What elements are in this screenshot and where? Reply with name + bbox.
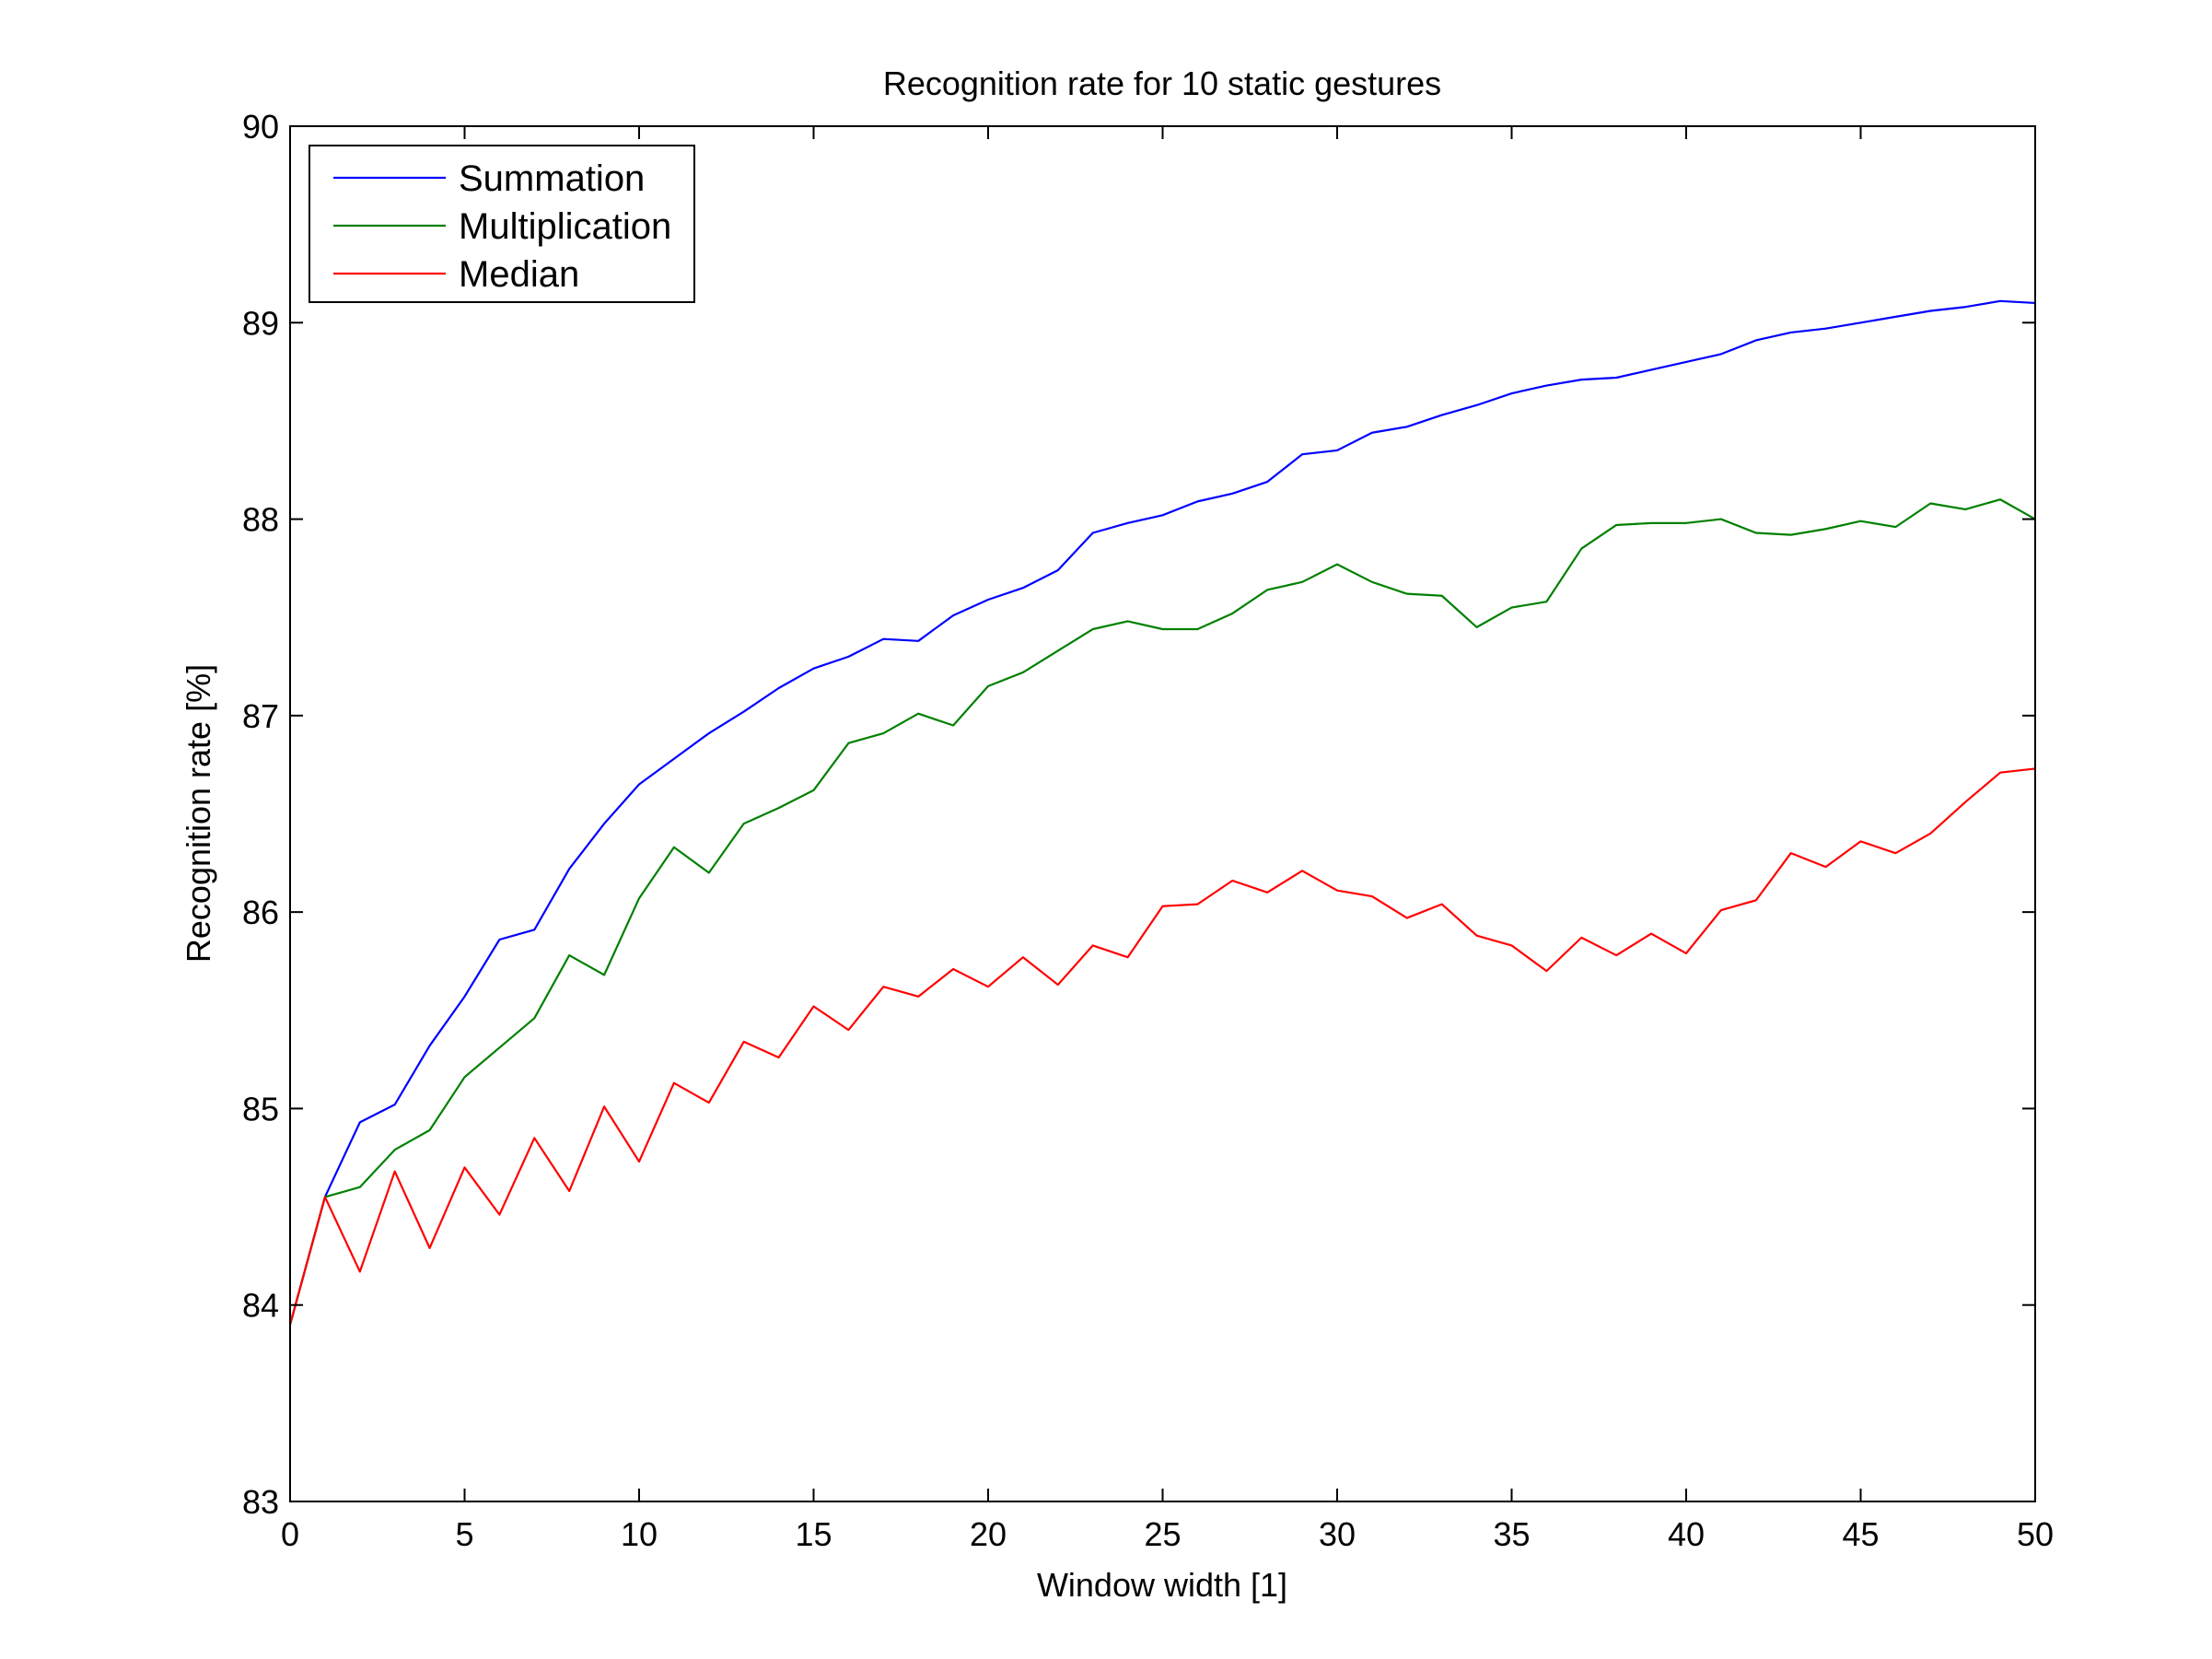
- legend-label: Multiplication: [459, 206, 671, 247]
- y-tick-label: 86: [242, 894, 279, 931]
- y-tick-label: 87: [242, 697, 279, 735]
- x-tick-label: 20: [970, 1515, 1007, 1553]
- series-line-summation: [288, 299, 2036, 1326]
- series-line-multiplication: [288, 498, 2036, 1326]
- legend-box: [309, 145, 695, 303]
- legend-items: Summation Multiplication Median: [333, 158, 671, 295]
- legend-item-median: Median: [333, 254, 579, 295]
- x-tick-label: 0: [281, 1515, 299, 1553]
- x-tick-label: 50: [2017, 1515, 2054, 1553]
- x-axis-label: Window width [1]: [1037, 1566, 1287, 1604]
- x-tick-label: 40: [1668, 1515, 1705, 1553]
- x-tick-label: 5: [455, 1515, 473, 1553]
- x-tick-label: 15: [795, 1515, 832, 1553]
- legend-item-multiplication: Multiplication: [333, 206, 671, 247]
- legend: Summation Multiplication Median: [309, 145, 695, 303]
- y-axis-label: Recognition rate [%]: [180, 664, 217, 963]
- y-tick-label: 84: [242, 1287, 279, 1325]
- series-line-median: [288, 767, 2036, 1326]
- x-tick-label: 25: [1144, 1515, 1181, 1553]
- x-tick-label: 35: [1493, 1515, 1530, 1553]
- plot-background: [290, 126, 2035, 1501]
- y-tick-label: 90: [242, 108, 279, 146]
- y-tick-label: 83: [242, 1483, 279, 1521]
- axes-box: [289, 125, 2036, 1502]
- y-tick-label: 85: [242, 1090, 279, 1127]
- y-tick-label: 88: [242, 501, 279, 539]
- plot-area: 0 5 10 15 20 25 30 35 40 45 50 83 84 85 86 87 88 89 90: [242, 108, 2054, 1553]
- x-tick-label: 30: [1319, 1515, 1356, 1553]
- y-tick-label: 89: [242, 304, 279, 342]
- x-tick-label: 45: [1842, 1515, 1879, 1553]
- series-layer: [288, 299, 2036, 1326]
- tick-layer: 0 5 10 15 20 25 30 35 40 45 50 83 84 85 86 87 88 89 90: [242, 108, 2054, 1553]
- chart-title: Recognition rate for 10 static gestures: [883, 64, 1441, 102]
- legend-item-summation: Summation: [333, 158, 645, 199]
- x-tick-label: 10: [621, 1515, 658, 1553]
- legend-label: Median: [459, 254, 579, 295]
- legend-label: Summation: [459, 158, 645, 199]
